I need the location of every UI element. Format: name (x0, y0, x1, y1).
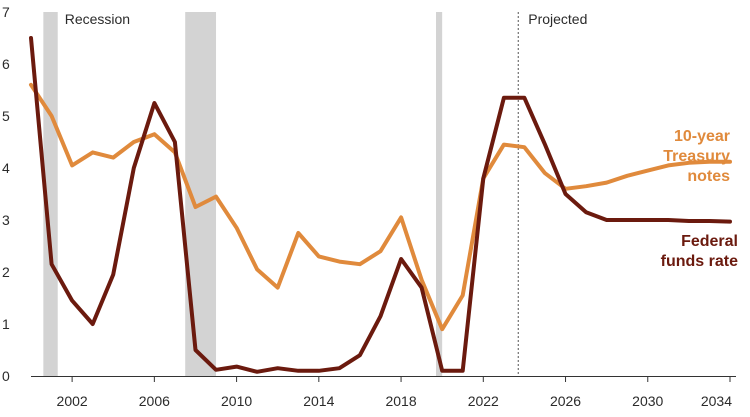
y-tick-label-5: 5 (2, 108, 10, 124)
y-tick-label-2: 2 (2, 264, 10, 280)
series-line-fed-funds-rate (29, 36, 732, 374)
series-label-line: notes (687, 168, 730, 185)
series-label-line: 10-year (674, 128, 730, 145)
x-tick-label-2002: 2002 (57, 393, 88, 409)
y-tick-label-7: 7 (2, 4, 10, 20)
series-labels: 10-year Treasury notes Federal funds rate (661, 128, 738, 270)
y-tick-label-6: 6 (2, 56, 10, 72)
recession-label: Recession (65, 11, 130, 27)
x-axis-ticks: 2002 2006 2010 2014 2018 2022 2026 2030 2034 (57, 376, 732, 409)
series-label-line: Federal (681, 233, 738, 250)
series-label-line: funds rate (661, 253, 738, 270)
x-tick-label-2022: 2022 (468, 393, 499, 409)
x-tick-label-2034: 2034 (701, 393, 732, 409)
series-label-line: Treasury (663, 148, 730, 165)
series-lines (29, 36, 732, 374)
y-tick-label-3: 3 (2, 212, 10, 228)
x-tick-label-2006: 2006 (139, 393, 170, 409)
projected-label: Projected (528, 11, 587, 27)
projected-region: Projected (517, 11, 587, 376)
series-label-treasury-10yr: 10-year Treasury notes (663, 128, 730, 185)
x-tick-label-2030: 2030 (632, 393, 663, 409)
axes: 0 1 2 3 4 5 6 7 2002 2006 2010 2014 2018 2022 2026 203… (2, 4, 736, 409)
x-tick-label-2014: 2014 (303, 393, 334, 409)
recession-bands (43, 12, 443, 376)
recession-band-2 (436, 12, 443, 376)
x-tick-label-2018: 2018 (385, 393, 416, 409)
y-axis-ticks: 0 1 2 3 4 5 6 7 (2, 4, 10, 384)
series-line-treasury-10yr (29, 82, 732, 332)
x-tick-label-2026: 2026 (550, 393, 581, 409)
series-label-fed-funds-rate: Federal funds rate (661, 233, 738, 270)
y-tick-label-0: 0 (2, 368, 10, 384)
x-tick-label-2010: 2010 (221, 393, 252, 409)
y-tick-label-4: 4 (2, 160, 10, 176)
y-tick-label-1: 1 (2, 316, 10, 332)
recession-band-0 (43, 12, 58, 376)
